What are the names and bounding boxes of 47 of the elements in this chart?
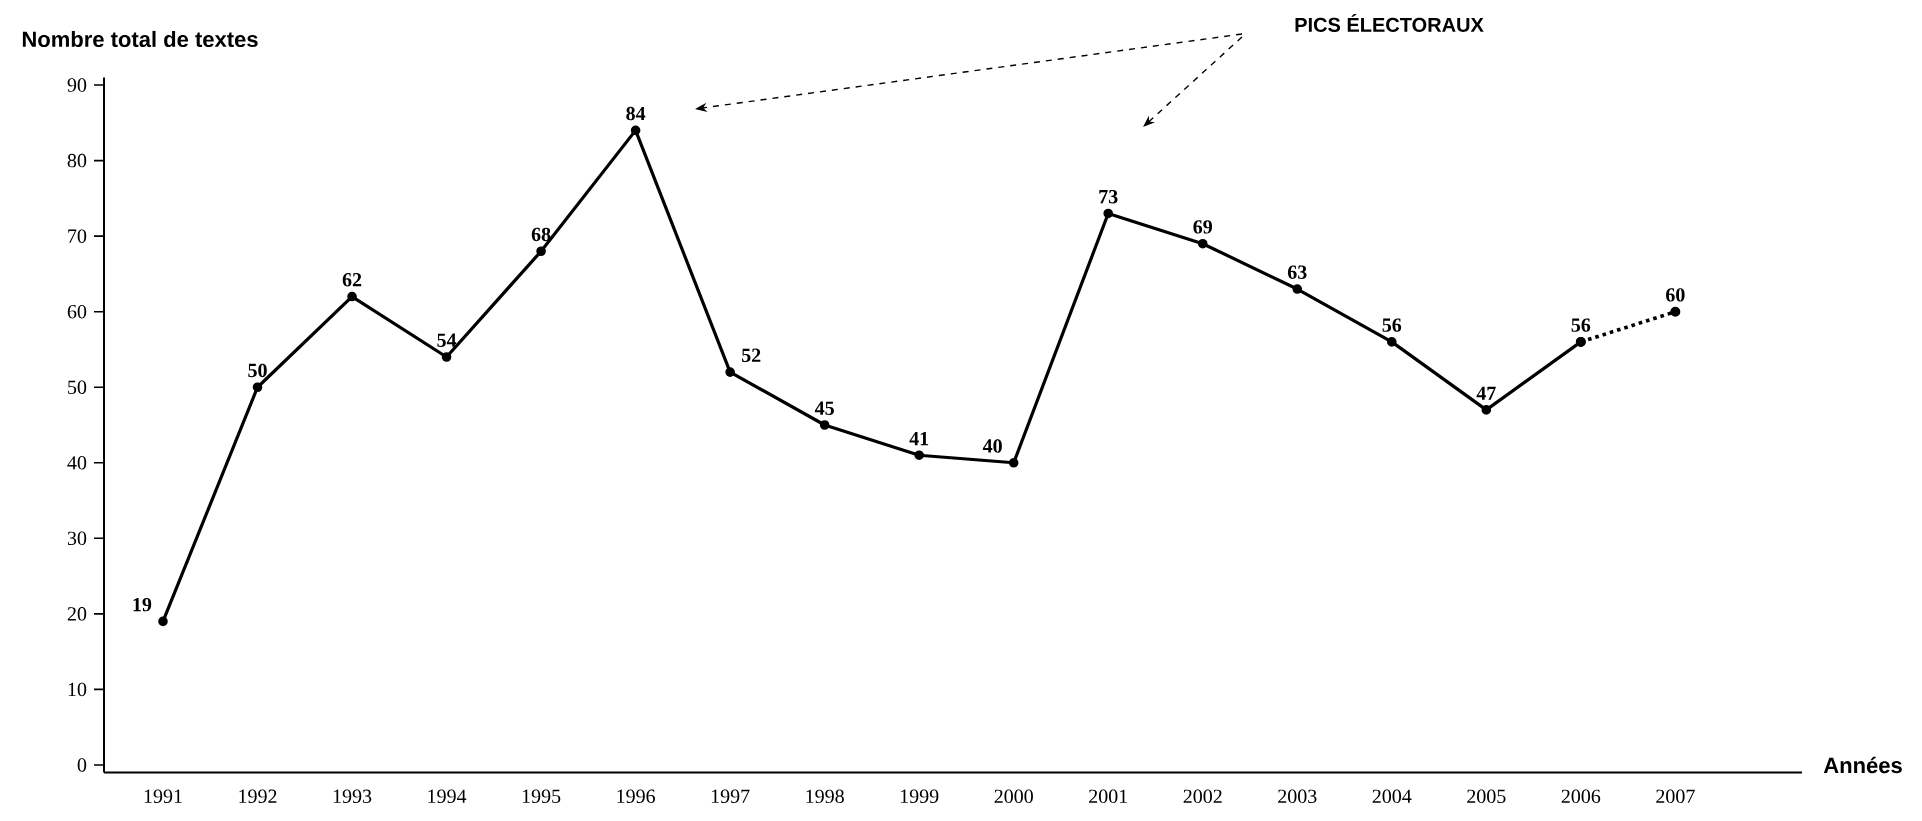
- x-tick-label: 2006: [1561, 789, 1601, 804]
- x-tick-label: 1993: [333, 789, 372, 803]
- y-tick-label: 10: [68, 682, 87, 697]
- x-tick-label: 1999: [900, 789, 939, 803]
- data-label: 52: [742, 348, 761, 363]
- x-tick-label: 2001: [1089, 789, 1128, 804]
- data-label: 19: [133, 597, 152, 612]
- data-label: 50: [248, 363, 267, 378]
- y-tick-label: 70: [68, 229, 87, 243]
- x-tick-label: 1995: [522, 789, 561, 803]
- y-tick-label: 90: [67, 78, 87, 92]
- data-label: 40: [982, 439, 1002, 453]
- x-tick-label: 1997: [711, 789, 750, 803]
- x-tick-label: 2007: [1656, 789, 1695, 804]
- y-tick-label: 50: [68, 380, 87, 394]
- data-label: 73: [1099, 189, 1118, 204]
- y-tick-label: 20: [67, 607, 87, 621]
- data-label: 56: [1571, 318, 1591, 332]
- data-label: 69: [1193, 220, 1213, 234]
- data-label: 62: [342, 273, 362, 287]
- data-label: 41: [909, 431, 929, 446]
- data-label: 84: [626, 106, 646, 121]
- x-tick-label: 2005: [1467, 789, 1506, 804]
- data-label: 54: [437, 333, 457, 347]
- y-tick-label: 0: [77, 758, 87, 772]
- x-tick-label: 2000: [994, 789, 1033, 804]
- x-tick-label: 1998: [806, 789, 844, 804]
- x-tick-label: 1994: [428, 789, 467, 803]
- x-tick-label: 2004: [1372, 789, 1412, 804]
- data-label: 63: [1287, 265, 1307, 279]
- y-tick-label: 80: [67, 153, 87, 168]
- data-label: 56: [1382, 318, 1402, 332]
- y-tick-label: 60: [67, 304, 87, 319]
- x-axis-title: Années: [1823, 756, 1902, 774]
- data-label: 68: [531, 227, 551, 242]
- x-tick-label: 2003: [1278, 789, 1317, 804]
- data-label: 47: [1476, 386, 1496, 400]
- y-axis-title: Nombre total de textes: [22, 30, 258, 48]
- x-tick-label: 2002: [1183, 789, 1222, 804]
- x-tick-label: 1996: [617, 789, 656, 803]
- data-label: 45: [814, 401, 834, 415]
- x-tick-label: 1991: [144, 789, 182, 803]
- data-label: 60: [1666, 288, 1685, 302]
- text: PICS ÉLECTORAUX: [1295, 14, 1484, 32]
- y-tick-label: 40: [67, 456, 87, 470]
- y-tick-label: 30: [67, 531, 87, 546]
- x-tick-label: 1992: [239, 789, 277, 803]
